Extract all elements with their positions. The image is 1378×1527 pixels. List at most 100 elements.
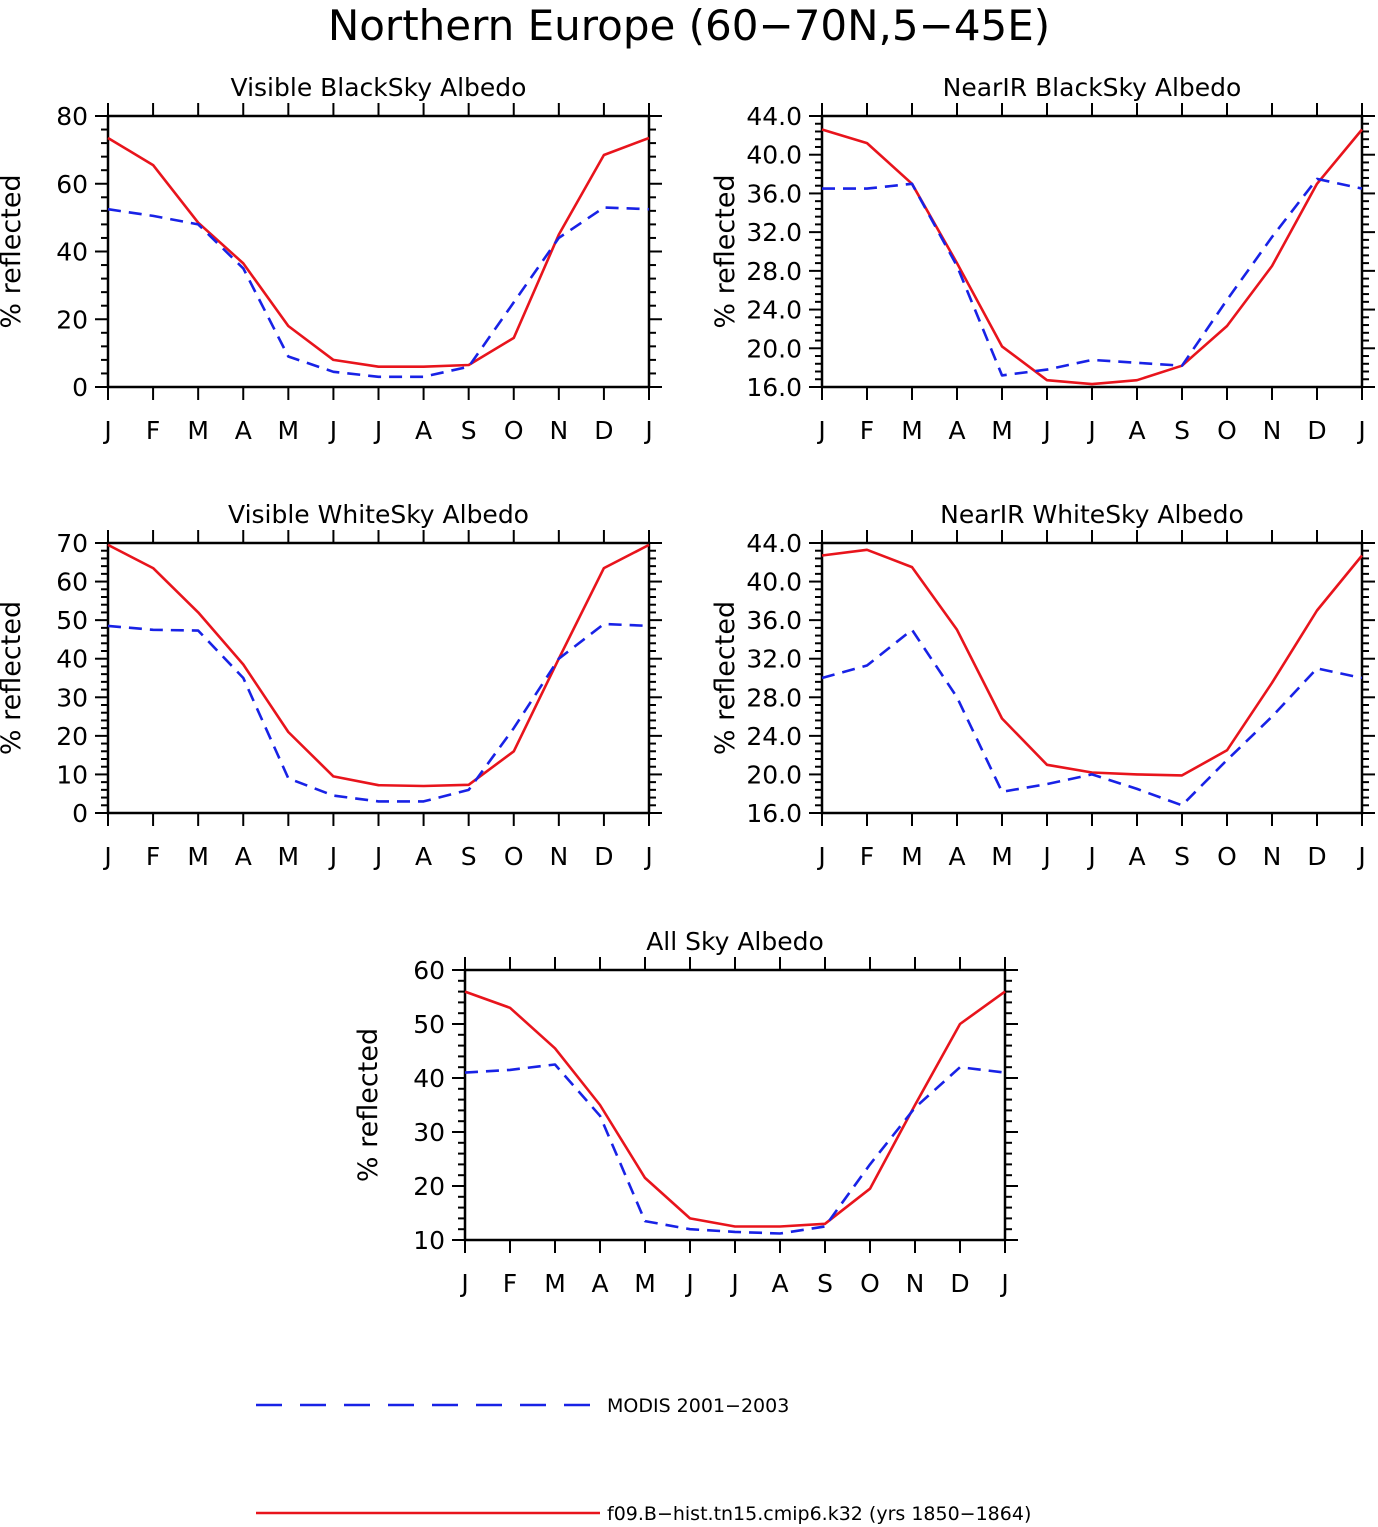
- y-tick-label: 28.0: [746, 683, 802, 712]
- panel-title: NearIR BlackSky Albedo: [943, 73, 1242, 102]
- y-tick-label: 40.0: [746, 141, 802, 170]
- y-tick-label: 36.0: [746, 179, 802, 208]
- y-tick-label: 32.0: [746, 218, 802, 247]
- panel-title: Visible WhiteSky Albedo: [228, 500, 529, 529]
- y-axis-label: % reflected: [0, 601, 27, 755]
- x-tick-label: D: [950, 1269, 969, 1298]
- x-tick-label: F: [146, 416, 160, 445]
- x-tick-label: M: [278, 842, 300, 871]
- x-tick-label: S: [461, 842, 477, 871]
- y-tick-label: 36.0: [746, 606, 802, 635]
- x-tick-label: J: [643, 416, 652, 445]
- chart-panel-4: NearIR WhiteSky Albedo % reflected 16.0 20.…: [710, 500, 1375, 871]
- plot-frame: [106, 541, 651, 815]
- y-tick-label: 40: [413, 1064, 445, 1093]
- plot-frame: [463, 968, 1007, 1242]
- series-line-model: [821, 128, 1364, 386]
- x-tick-label: M: [634, 1269, 656, 1298]
- x-tick-label: N: [549, 842, 568, 871]
- x-tick-label: N: [1263, 416, 1282, 445]
- legend-label-obs: MODIS 2001−2003: [607, 1395, 789, 1417]
- panel-title: Visible BlackSky Albedo: [231, 73, 527, 102]
- x-tick-label: A: [948, 416, 965, 445]
- x-tick-label: D: [1307, 842, 1326, 871]
- x-tick-label: O: [1217, 416, 1237, 445]
- x-tick-label: S: [817, 1269, 833, 1298]
- y-tick-label: 60: [56, 568, 88, 597]
- x-tick-label: M: [901, 842, 923, 871]
- page-title: Northern Europe (60−70N,5−45E): [327, 1, 1051, 50]
- x-tick-label: J: [1356, 842, 1365, 871]
- x-tick-label: D: [594, 416, 613, 445]
- x-tick-label: J: [643, 842, 652, 871]
- x-tick-label: A: [948, 842, 965, 871]
- x-tick-label: A: [771, 1269, 788, 1298]
- chart-panel-2: NearIR BlackSky Albedo % reflected 16.0 20.…: [710, 73, 1375, 445]
- y-tick-label: 40.0: [746, 568, 802, 597]
- series-line-model: [107, 543, 650, 788]
- y-tick-label: 44.0: [746, 529, 802, 558]
- y-tick-label: 44.0: [746, 102, 802, 131]
- series-line-model: [107, 136, 650, 369]
- x-tick-label: F: [503, 1269, 517, 1298]
- y-tick-label: 40: [56, 645, 88, 674]
- x-tick-label: M: [278, 416, 300, 445]
- y-axis-label: % reflected: [0, 174, 27, 328]
- x-tick-label: J: [729, 1269, 738, 1298]
- y-tick-label: 28.0: [746, 257, 802, 286]
- series-line-obs: [821, 628, 1363, 807]
- chart-panels: Visible BlackSky Albedo % reflected 0 20 40 6…: [0, 73, 1375, 1298]
- x-tick-label: N: [1263, 842, 1282, 871]
- x-tick-label: A: [415, 842, 432, 871]
- x-tick-label: M: [901, 416, 923, 445]
- x-tick-label: J: [328, 416, 337, 445]
- y-tick-label: 20: [56, 722, 88, 751]
- x-tick-label: M: [187, 416, 209, 445]
- y-tick-label: 50: [413, 1010, 445, 1039]
- x-tick-label: J: [1086, 842, 1095, 871]
- y-tick-label: 20.0: [746, 334, 802, 363]
- series-line-obs: [464, 1063, 1006, 1235]
- x-tick-label: J: [328, 842, 337, 871]
- y-tick-label: 20: [56, 305, 88, 334]
- x-tick-label: A: [1128, 842, 1145, 871]
- y-tick-label: 60: [413, 956, 445, 985]
- x-tick-label: S: [461, 416, 477, 445]
- x-tick-label: F: [860, 416, 874, 445]
- y-axis-label: % reflected: [710, 601, 741, 755]
- x-tick-label: S: [1174, 416, 1190, 445]
- x-tick-label: O: [504, 842, 524, 871]
- series-line-obs: [107, 206, 650, 379]
- x-tick-label: A: [1128, 416, 1145, 445]
- x-tick-label: J: [1356, 416, 1365, 445]
- x-tick-label: J: [102, 842, 111, 871]
- y-tick-label: 16.0: [746, 373, 802, 402]
- series-line-model: [821, 548, 1364, 777]
- x-tick-label: A: [415, 416, 432, 445]
- x-tick-label: J: [102, 416, 111, 445]
- y-tick-label: 20: [413, 1172, 445, 1201]
- y-tick-label: 32.0: [746, 645, 802, 674]
- y-tick-label: 10: [413, 1226, 445, 1255]
- x-tick-label: A: [591, 1269, 608, 1298]
- chart-panel-3: Visible WhiteSky Albedo % reflected 0 10 20 3…: [0, 500, 662, 871]
- x-tick-label: J: [459, 1269, 468, 1298]
- x-tick-label: M: [544, 1269, 566, 1298]
- panel-title: NearIR WhiteSky Albedo: [940, 500, 1244, 529]
- series-line-obs: [107, 622, 650, 803]
- x-tick-label: M: [991, 416, 1013, 445]
- x-tick-label: J: [373, 416, 382, 445]
- x-tick-label: N: [906, 1269, 925, 1298]
- y-axis-label: % reflected: [710, 174, 741, 328]
- x-tick-label: J: [1086, 416, 1095, 445]
- chart-panel-1: Visible BlackSky Albedo % reflected 0 20 40 6…: [0, 73, 662, 445]
- series-line-model: [464, 990, 1006, 1228]
- series-line-obs: [822, 177, 1363, 377]
- x-tick-label: M: [991, 842, 1013, 871]
- y-tick-label: 50: [56, 606, 88, 635]
- x-tick-label: M: [187, 842, 209, 871]
- y-tick-label: 70: [56, 529, 88, 558]
- y-tick-label: 40: [56, 238, 88, 267]
- x-tick-label: S: [1174, 842, 1190, 871]
- x-tick-label: J: [373, 842, 382, 871]
